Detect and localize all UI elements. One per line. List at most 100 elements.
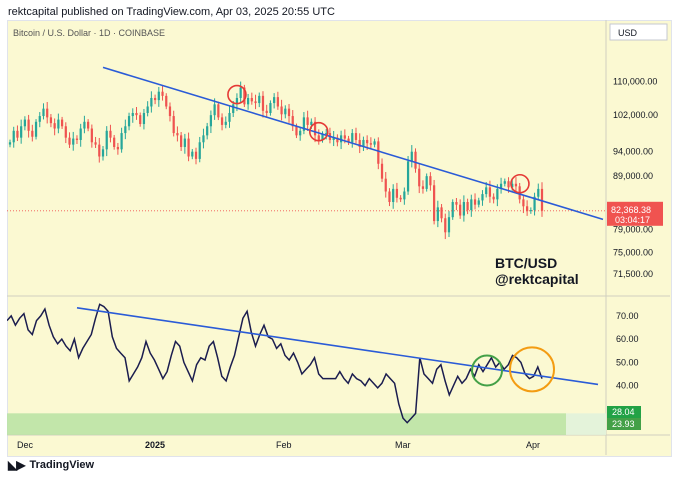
candle-body — [101, 149, 105, 157]
candle-body — [332, 137, 335, 140]
candle-body — [537, 188, 540, 197]
candle-body — [280, 106, 283, 115]
candle-body — [187, 138, 190, 157]
rsi-band-axis-fill — [566, 413, 606, 435]
candle-body — [120, 133, 123, 150]
candle-body — [339, 135, 343, 143]
last-price-badge — [607, 201, 663, 226]
candle-body — [477, 200, 480, 205]
candle-body — [87, 121, 90, 129]
candle-body — [466, 202, 469, 211]
currency-label: USD — [618, 28, 638, 38]
candle-body — [499, 183, 503, 189]
rsi-layer: 70.00 60.00 50.00 40.00 28.04 23.93 — [7, 303, 641, 435]
candle-body — [139, 115, 142, 125]
candle-body — [265, 110, 268, 113]
candle-body — [291, 116, 294, 127]
candle-body — [191, 151, 194, 157]
candle-body — [16, 130, 19, 138]
candle-body — [276, 97, 279, 107]
chart-svg: Bitcoin / U.S. Dollar · 1D · COINBASE US… — [7, 20, 670, 455]
candle-body — [38, 116, 41, 122]
resistance-touch-circle — [308, 121, 329, 142]
candle-body — [507, 181, 510, 188]
rsi-value-badge — [607, 406, 641, 418]
candle-body — [124, 126, 127, 134]
candle-body — [34, 121, 38, 137]
candle-body — [217, 104, 220, 118]
rsi-trendline — [76, 307, 599, 386]
rsi-tick-label: 40.00 — [616, 381, 639, 391]
candle-body — [206, 126, 209, 136]
candle-body — [258, 95, 261, 104]
candle-body — [20, 126, 23, 138]
candle-body — [425, 176, 428, 189]
candle-body — [306, 117, 309, 125]
rsi-tick-label: 50.00 — [616, 357, 639, 367]
candle-body — [172, 116, 175, 134]
candle-body — [261, 95, 265, 111]
candle-body — [72, 138, 75, 145]
price-tick-label: 75,000.00 — [613, 248, 653, 258]
time-tick-label: Mar — [395, 440, 411, 450]
candles-layer — [7, 66, 606, 240]
candle-body — [295, 126, 298, 136]
candle-body — [135, 112, 138, 116]
price-axis: 110,000.00 102,000.00 94,000.00 89,000.00 79… — [607, 76, 663, 279]
rsi-value-badge — [607, 418, 641, 430]
candle-body — [440, 207, 443, 219]
candle-body — [105, 130, 108, 150]
candle-body — [31, 130, 34, 137]
candle-body — [250, 97, 253, 102]
candle-body — [384, 178, 387, 192]
candle-body — [392, 188, 395, 203]
candle-body — [511, 183, 514, 188]
candle-body — [485, 187, 488, 195]
candle-body — [153, 97, 157, 101]
candle-body — [362, 139, 365, 147]
candle-body — [213, 104, 216, 116]
candle-body — [317, 135, 320, 140]
candle-body — [183, 138, 186, 147]
last-price-value: 82,368.38 — [611, 205, 651, 215]
candle-body — [220, 117, 224, 125]
candle-body — [514, 183, 518, 187]
candle-body — [109, 130, 112, 138]
candle-body — [451, 202, 454, 218]
candle-body — [269, 103, 272, 113]
rsi-value-badge-text: 28.04 — [612, 407, 635, 417]
time-tick-label: Dec — [17, 440, 34, 450]
candle-body — [49, 117, 53, 124]
candle-body — [418, 168, 421, 187]
candle-body — [232, 104, 235, 113]
candle-body — [142, 112, 146, 125]
annotation-pair: BTC/USD — [495, 255, 557, 271]
currency-button[interactable] — [609, 23, 668, 41]
candle-body — [150, 97, 153, 107]
candle-body — [459, 204, 462, 216]
publish-info: rektcapital published on TradingView.com… — [8, 6, 335, 18]
rsi-tick-label: 70.00 — [616, 311, 639, 321]
candle-body — [168, 106, 172, 117]
candle-body — [432, 185, 436, 222]
candle-body — [310, 121, 313, 125]
candle-body — [414, 151, 417, 169]
candle-body — [321, 133, 324, 140]
price-tick-label: 110,000.00 — [613, 76, 657, 86]
candle-body — [246, 97, 250, 105]
candle-body — [146, 106, 149, 113]
candle-body — [377, 141, 380, 164]
candle-body — [235, 97, 239, 105]
candle-body — [239, 87, 242, 98]
resistance-touch-circle — [510, 173, 530, 194]
candle-body — [228, 112, 231, 122]
chart-title: Bitcoin / U.S. Dollar · 1D · COINBASE — [13, 28, 165, 38]
candle-body — [403, 191, 406, 200]
candle-body — [313, 121, 317, 136]
time-tick-label: 2025 — [145, 440, 165, 450]
candle-body — [79, 128, 82, 140]
rsi-oversold-band — [7, 413, 566, 435]
candle-body — [287, 108, 291, 117]
candle-body — [496, 188, 499, 200]
candle-body — [243, 87, 246, 105]
